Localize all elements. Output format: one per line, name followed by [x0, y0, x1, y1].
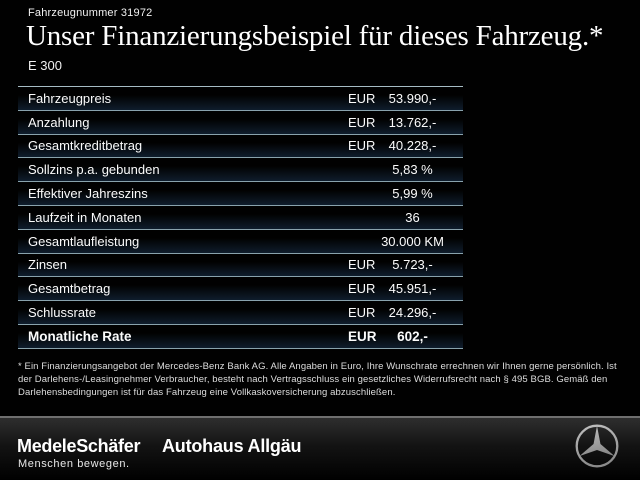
row-label: Zinsen [28, 257, 68, 273]
table-row: Gesamtbetrag EUR 45.951,- [18, 277, 463, 302]
dealer-second-logo: Autohaus Allgäu [162, 436, 302, 456]
row-value: 602,- [397, 328, 428, 344]
row-currency: EUR [348, 305, 376, 321]
row-value: 45.951,- [388, 281, 437, 297]
row-currency: EUR [348, 281, 376, 297]
row-label: Gesamtbetrag [28, 281, 111, 297]
table-row: Schlussrate EUR 24.296,- [18, 301, 463, 325]
row-value: 5.723,- [392, 257, 433, 273]
table-row: Zinsen EUR 5.723,- [18, 253, 463, 278]
row-label: Gesamtkreditbetrag [28, 138, 143, 154]
table-row: Sollzins p.a. gebunden 5,83 % [18, 158, 463, 183]
row-label: Fahrzeugpreis [28, 90, 112, 106]
row-value: 40.228,- [388, 138, 437, 154]
financing-table: Fahrzeugpreis EUR 53.990,- Anzahlung EUR 13.7… [18, 86, 463, 349]
page-title: Unser Finanzierungsbeispiel für dieses F… [26, 20, 604, 52]
legal-footnote: * Ein Finanzierungsangebot der Mercedes-… [18, 361, 617, 398]
table-row: Gesamtlaufleistung 30.000 KM [18, 229, 463, 254]
row-label: Effektiver Jahreszins [28, 186, 148, 202]
row-value: 24.296,- [388, 305, 437, 321]
row-label: Schlussrate [28, 305, 96, 321]
row-label: Laufzeit in Monaten [28, 209, 142, 225]
row-currency: EUR [348, 257, 376, 273]
table-row: Gesamtkreditbetrag EUR 40.228,- [18, 134, 463, 159]
vehicle-number: Fahrzeugnummer 31972 [28, 7, 153, 19]
row-currency: EUR [348, 328, 377, 344]
table-row: Laufzeit in Monaten 36 [18, 205, 463, 230]
vehicle-model: E 300 [28, 58, 62, 73]
footer-bar: MedeleSchäfer Menschen bewegen. Autohaus… [0, 418, 640, 480]
row-label: Sollzins p.a. gebunden [28, 162, 160, 178]
row-value: 13.762,- [388, 114, 437, 130]
footer-divider [0, 416, 640, 418]
row-label: Anzahlung [28, 114, 90, 130]
dealer-tagline: Menschen bewegen. [18, 458, 130, 470]
row-value: 30.000 KM [381, 233, 444, 249]
table-row: Effektiver Jahreszins 5,99 % [18, 182, 463, 206]
mercedes-star-icon [573, 422, 621, 475]
row-value: 5,99 % [392, 186, 433, 202]
table-row: Monatliche Rate EUR 602,- [18, 324, 463, 349]
row-value: 5,83 % [392, 162, 433, 178]
table-row: Fahrzeugpreis EUR 53.990,- [18, 87, 463, 111]
row-currency: EUR [348, 138, 376, 154]
row-currency: EUR [348, 114, 376, 130]
dealer-logo: MedeleSchäfer [17, 436, 141, 456]
table-row: Anzahlung EUR 13.762,- [18, 110, 463, 135]
row-value: 53.990,- [388, 90, 437, 106]
row-currency: EUR [348, 90, 376, 106]
row-label: Monatliche Rate [28, 328, 132, 344]
row-value: 36 [405, 209, 420, 225]
row-label: Gesamtlaufleistung [28, 233, 140, 249]
